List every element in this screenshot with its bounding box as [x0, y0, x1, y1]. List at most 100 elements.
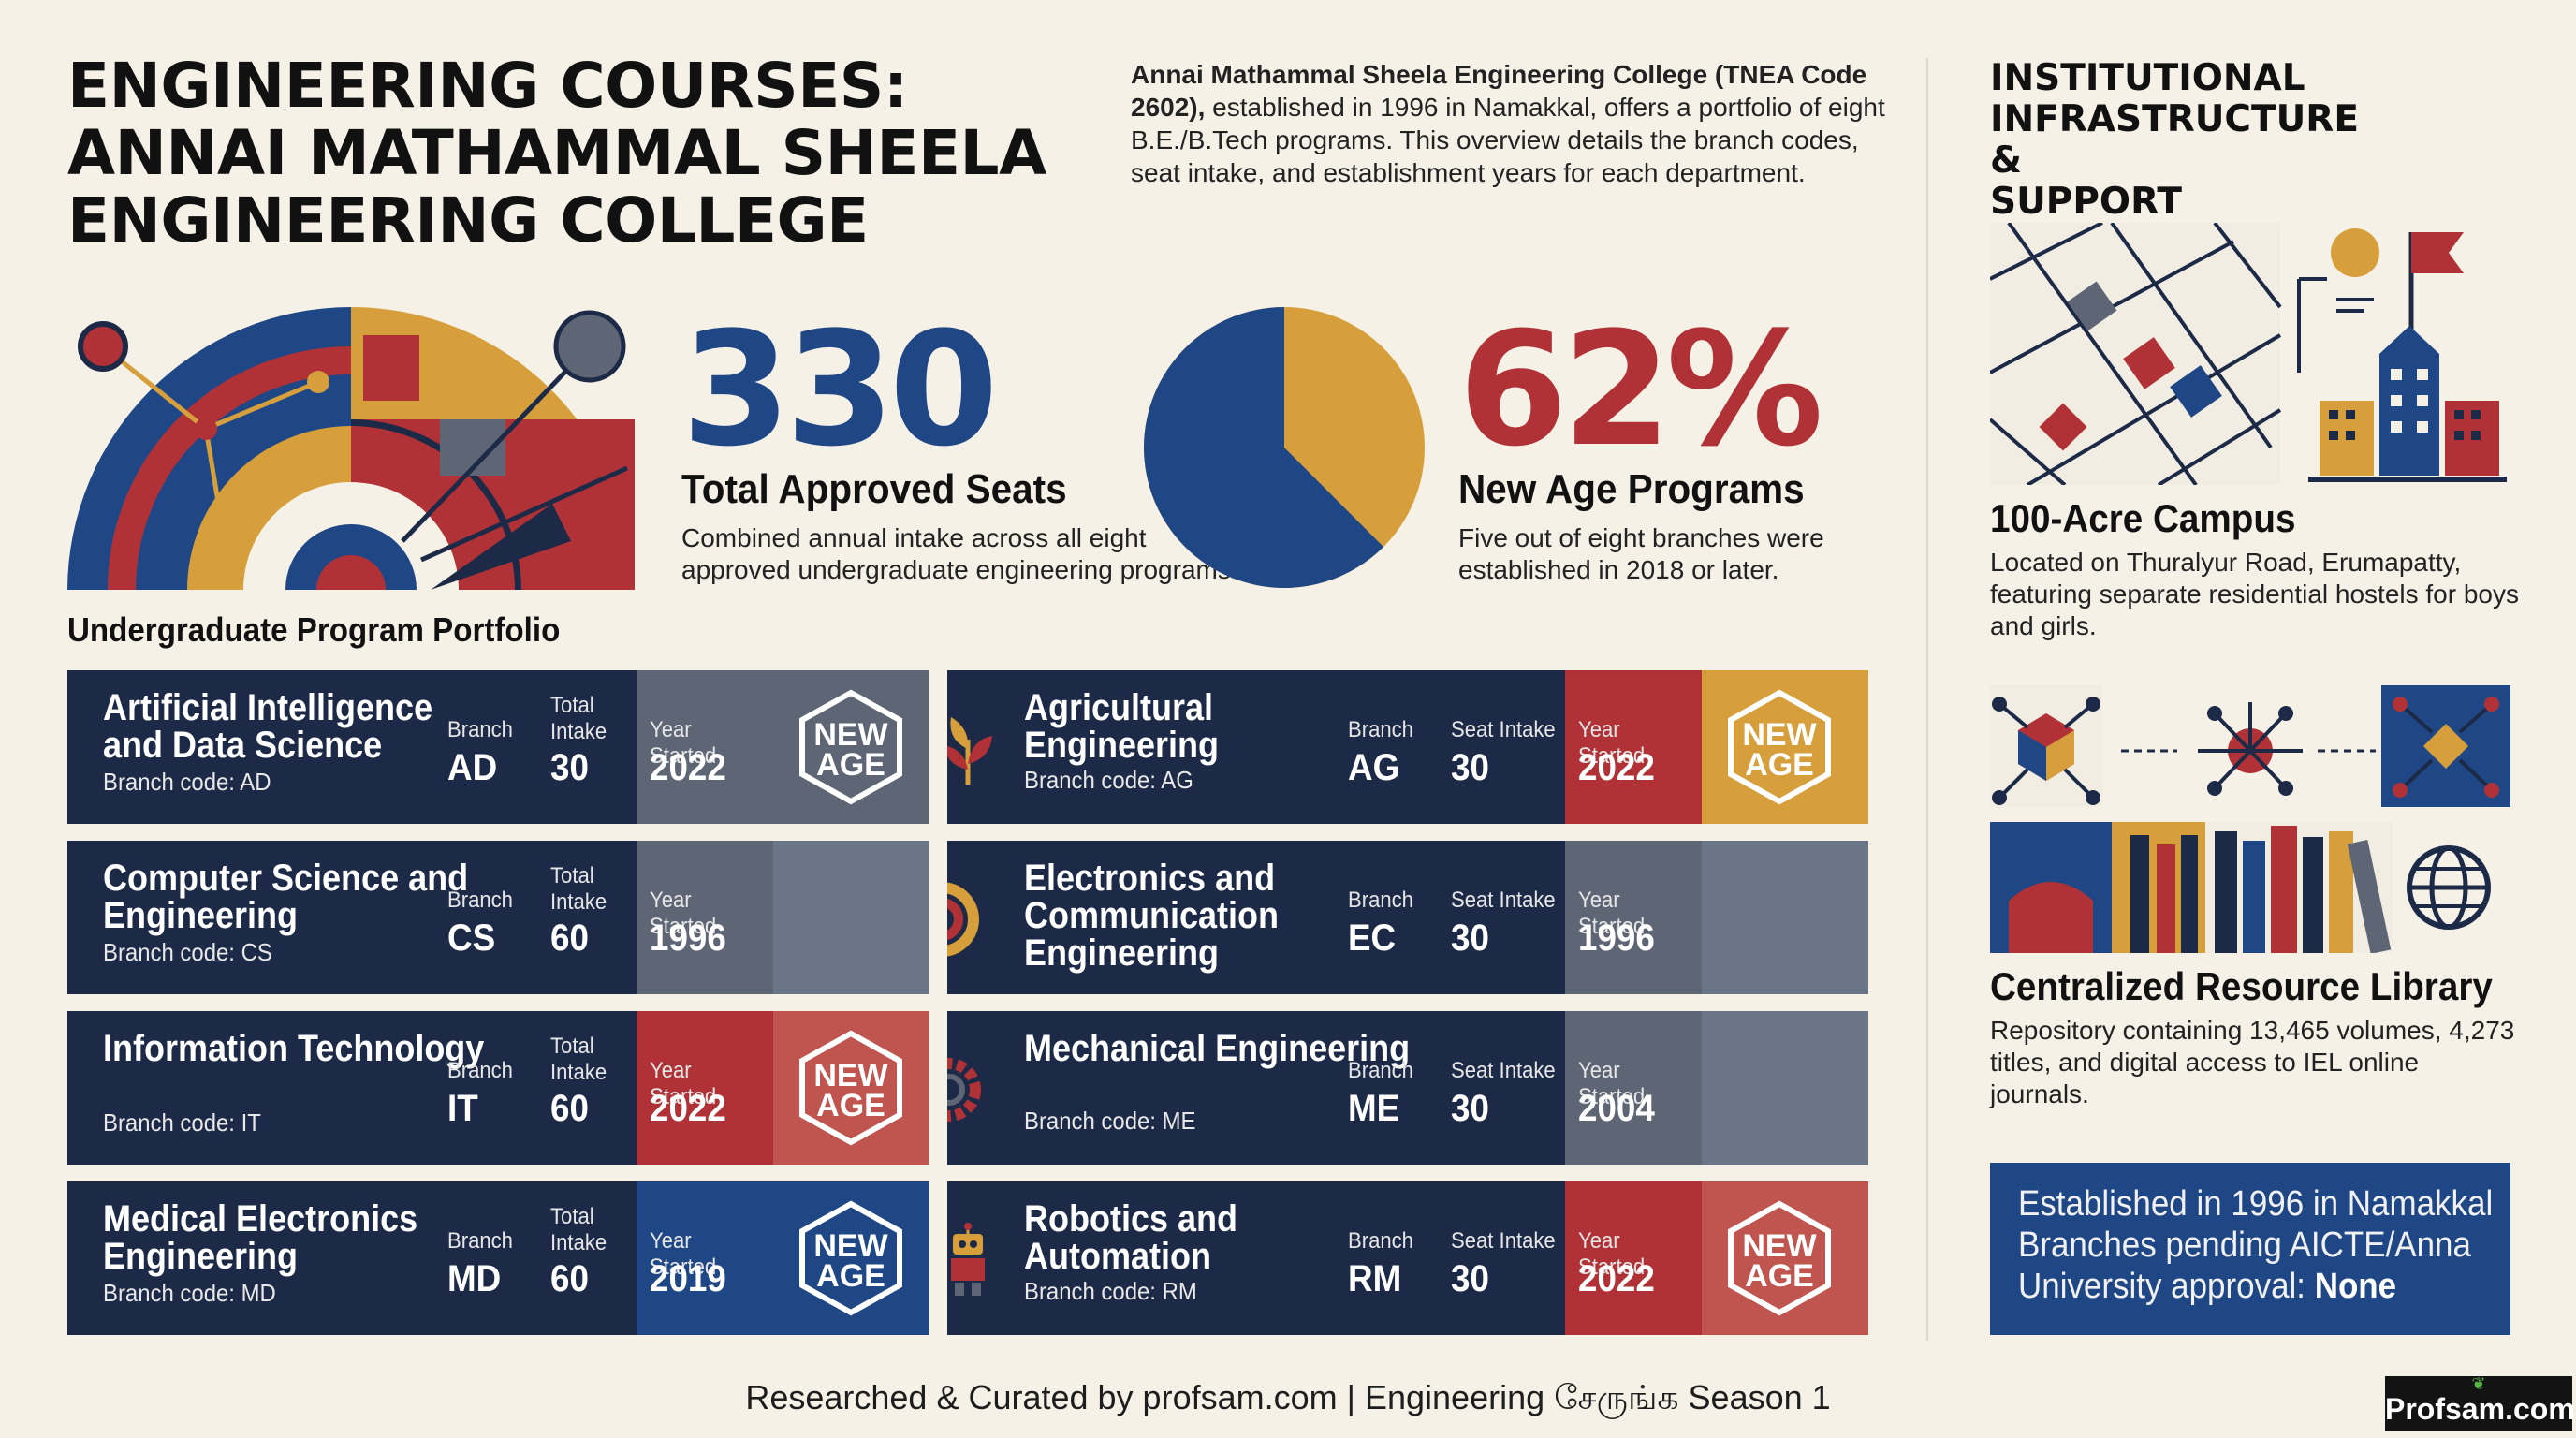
year-label: Year Started [1578, 717, 1646, 769]
branch-value: RM [1348, 1258, 1402, 1299]
branch-label: Branch [447, 1228, 513, 1254]
branch-value: AD [447, 747, 498, 788]
program-code: Branch code: ME [1024, 1107, 1196, 1135]
est-line-2: Branches pending AICTE/Anna [2018, 1225, 2471, 1265]
program-code: Branch code: MD [103, 1279, 276, 1307]
footer-credit: Researched & Curated by profsam.com | En… [745, 1378, 1831, 1416]
year-cell: Year Started 2022 [637, 670, 773, 824]
badge-cell: NEW AGE [1702, 1181, 1868, 1335]
branch-label: Branch [1348, 717, 1413, 742]
pending-approval-value: None [2314, 1267, 2397, 1306]
tree-icon: ❦ [2471, 1374, 2486, 1393]
intro-text: Annai Mathammal Sheela Engineering Colle… [1131, 58, 1898, 189]
svg-text:AGE: AGE [816, 1088, 886, 1123]
intake-value: 60 [550, 917, 589, 959]
est-line-3: University approval: None [2018, 1266, 2445, 1307]
intake-value: 30 [1451, 1258, 1489, 1299]
new-age-badge-icon: NEW AGE [799, 1200, 902, 1316]
program-name: Electronics and Communication Engineerin… [1024, 858, 1280, 974]
year-cell: Year Started 2022 [1565, 1181, 1702, 1335]
year-cell: Year Started 2022 [637, 1011, 773, 1165]
program-card-ec[interactable]: Electronics and Communication Engineerin… [947, 841, 1868, 994]
badge-cell: NEW AGE [1702, 670, 1868, 824]
gear-icon [947, 1058, 981, 1122]
svg-text:NEW: NEW [813, 1228, 888, 1264]
program-name: Computer Science and Engineering [103, 858, 469, 936]
year-value: 1996 [650, 917, 726, 959]
profsam-logo[interactable]: ❦ Profsam.com [2385, 1374, 2575, 1431]
program-card-rm[interactable]: Robotics and Automation Branch code: RM Br… [947, 1181, 1868, 1335]
branch-label: Branch [1348, 888, 1413, 913]
total-seats-title: Total Approved Seats [681, 466, 1067, 512]
year-label: Year Started [1578, 1058, 1646, 1109]
new-age-badge-icon: NEW AGE [1728, 1200, 1831, 1316]
year-cell: Year Started 1996 [1565, 841, 1702, 994]
intake-label: Seat Intake [1451, 1228, 1556, 1254]
program-card-me[interactable]: Mechanical Engineering Branch code: ME Bra… [947, 1011, 1868, 1165]
intake-value: 60 [550, 1258, 589, 1299]
branch-value: MD [447, 1258, 502, 1299]
sidebar-title-line-2: INFRASTRUCTURE & [1990, 98, 2359, 182]
intake-label: Total Intake [550, 863, 607, 915]
year-value: 1996 [1578, 917, 1655, 959]
intake-label: Total Intake [550, 1034, 607, 1085]
intake-value: 30 [1451, 917, 1489, 959]
year-cell: Year Started 2004 [1565, 1011, 1702, 1165]
year-label: Year Started [650, 1058, 717, 1109]
branch-value: IT [447, 1088, 478, 1129]
intro-bold: Annai Mathammal Sheela Engineering Colle… [1131, 60, 1867, 122]
year-cell: Year Started 2019 [637, 1181, 773, 1335]
year-cell: Year Started 1996 [637, 841, 773, 994]
svg-text:AGE: AGE [1745, 747, 1814, 783]
program-card-md[interactable]: Medical Electronics Engineering Branch co… [67, 1181, 929, 1335]
program-name: Information Technology [103, 1028, 485, 1069]
year-label: Year Started [1578, 888, 1646, 939]
pie-slice-new-age [1144, 307, 1384, 588]
program-card-cs[interactable]: Computer Science and Engineering Branch c… [67, 841, 929, 994]
program-name: Mechanical Engineering [1024, 1028, 1411, 1069]
library-desc: Repository containing 13,465 volumes, 4,… [1990, 1016, 2515, 1108]
program-name: Artificial Intelligence and Data Science [103, 687, 433, 766]
library-title: Centralized Resource Library [1990, 964, 2493, 1008]
svg-text:AGE: AGE [1745, 1258, 1814, 1294]
intake-label: Total Intake [550, 1204, 607, 1255]
badge-cell: NEW AGE [773, 1181, 929, 1335]
program-code: Branch code: CS [103, 938, 272, 966]
branch-label: Branch [447, 888, 513, 913]
year-label: Year Started [650, 1228, 717, 1280]
est-line-1: Established in 1996 in Namakkal [2018, 1184, 2494, 1224]
intake-label: Total Intake [550, 693, 607, 744]
year-value: 2022 [1578, 747, 1655, 788]
intake-value: 60 [550, 1088, 589, 1129]
badge-cell [1702, 841, 1868, 994]
program-card-ad[interactable]: Artificial Intelligence and Data Science… [67, 670, 929, 824]
badge-cell: NEW AGE [773, 1011, 929, 1165]
program-code: Branch code: AD [103, 768, 271, 796]
branch-label: Branch [447, 717, 513, 742]
branch-value: CS [447, 917, 496, 959]
year-value: 2022 [650, 747, 726, 788]
badge-cell [773, 841, 929, 994]
logo-text: Profsam.com [2385, 1392, 2575, 1426]
branch-label: Branch [1348, 1228, 1413, 1254]
intake-value: 30 [550, 747, 589, 788]
program-card-ag[interactable]: Agricultural Engineering Branch code: AG B… [947, 670, 1868, 824]
new-age-badge-icon: NEW AGE [799, 689, 902, 805]
year-value: 2019 [650, 1258, 726, 1299]
year-label: Year Started [1578, 1228, 1646, 1280]
establishment-box: Established in 1996 in Namakkal Branches… [1990, 1163, 2510, 1335]
branch-value: EC [1348, 917, 1397, 959]
intake-value: 30 [1451, 747, 1489, 788]
portfolio-heading: Undergraduate Program Portfolio [67, 610, 561, 649]
program-card-it[interactable]: Information Technology Branch code: IT Bra… [67, 1011, 929, 1165]
sidebar-title-line-3: SUPPORT [1990, 181, 2182, 223]
title-line-2: ANNAI MATHAMMAL SHEELA [67, 117, 1046, 189]
program-name: Agricultural Engineering [1024, 687, 1220, 766]
sidebar-title-line-1: INSTITUTIONAL [1990, 57, 2305, 99]
page-title: ENGINEERING COURSES: ANNAI MATHAMMAL SHE… [67, 52, 1116, 255]
new-age-pie-chart [1144, 307, 1425, 588]
campus-desc: Located on Thuralyur Road, Erumapatty, f… [1990, 548, 2519, 640]
program-code: Branch code: RM [1024, 1277, 1197, 1305]
branch-label: Branch [1348, 1058, 1413, 1083]
library-illustration [1990, 685, 2510, 953]
